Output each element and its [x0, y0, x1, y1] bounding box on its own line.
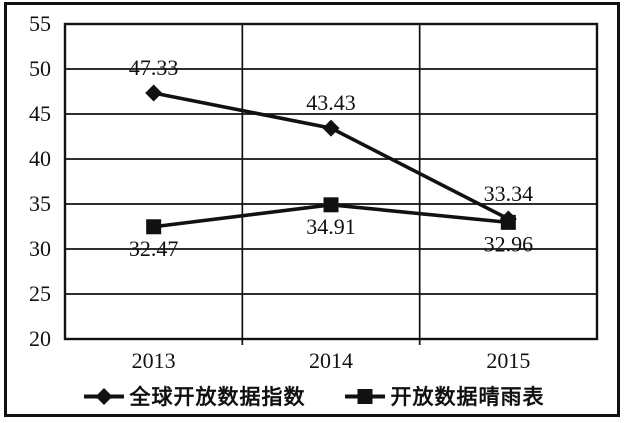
square-marker [146, 219, 162, 235]
y-tick-label: 50 [29, 56, 51, 81]
chart-outer-border [4, 2, 620, 417]
x-tick-label: 2013 [132, 348, 176, 373]
legend-item-open-data-barometer: 开放数据晴雨表 [344, 381, 545, 411]
y-tick-label: 45 [29, 101, 51, 126]
y-tick-label: 30 [29, 236, 51, 261]
plot-border [63, 22, 599, 341]
legend-label-global-open-data-index: 全球开放数据指数 [129, 386, 306, 409]
y-tick-label: 40 [29, 146, 51, 171]
data-label: 34.91 [306, 214, 356, 239]
x-tick-label: 2014 [309, 348, 353, 373]
square-marker [500, 214, 516, 230]
data-label: 47.33 [129, 55, 179, 80]
y-tick-label: 55 [29, 11, 51, 36]
y-tick-label: 35 [29, 191, 51, 216]
diamond-line-marker-icon [83, 387, 124, 405]
y-tick-label: 25 [29, 281, 51, 306]
data-label: 33.34 [484, 181, 534, 206]
square-marker [323, 197, 339, 213]
data-label: 43.43 [306, 90, 356, 115]
square-line-marker-icon [344, 388, 385, 404]
y-tick-label: 20 [29, 326, 51, 351]
diamond-marker [145, 84, 163, 102]
data-label: 32.47 [129, 236, 179, 261]
legend-label-open-data-barometer: 开放数据晴雨表 [390, 386, 545, 409]
diamond-marker [322, 119, 340, 137]
data-label: 32.96 [484, 231, 534, 256]
legend-item-global-open-data-index: 全球开放数据指数 [83, 381, 306, 411]
x-tick-label: 2015 [486, 348, 530, 373]
chart-legend: 全球开放数据指数 开放数据晴雨表 [0, 380, 627, 412]
